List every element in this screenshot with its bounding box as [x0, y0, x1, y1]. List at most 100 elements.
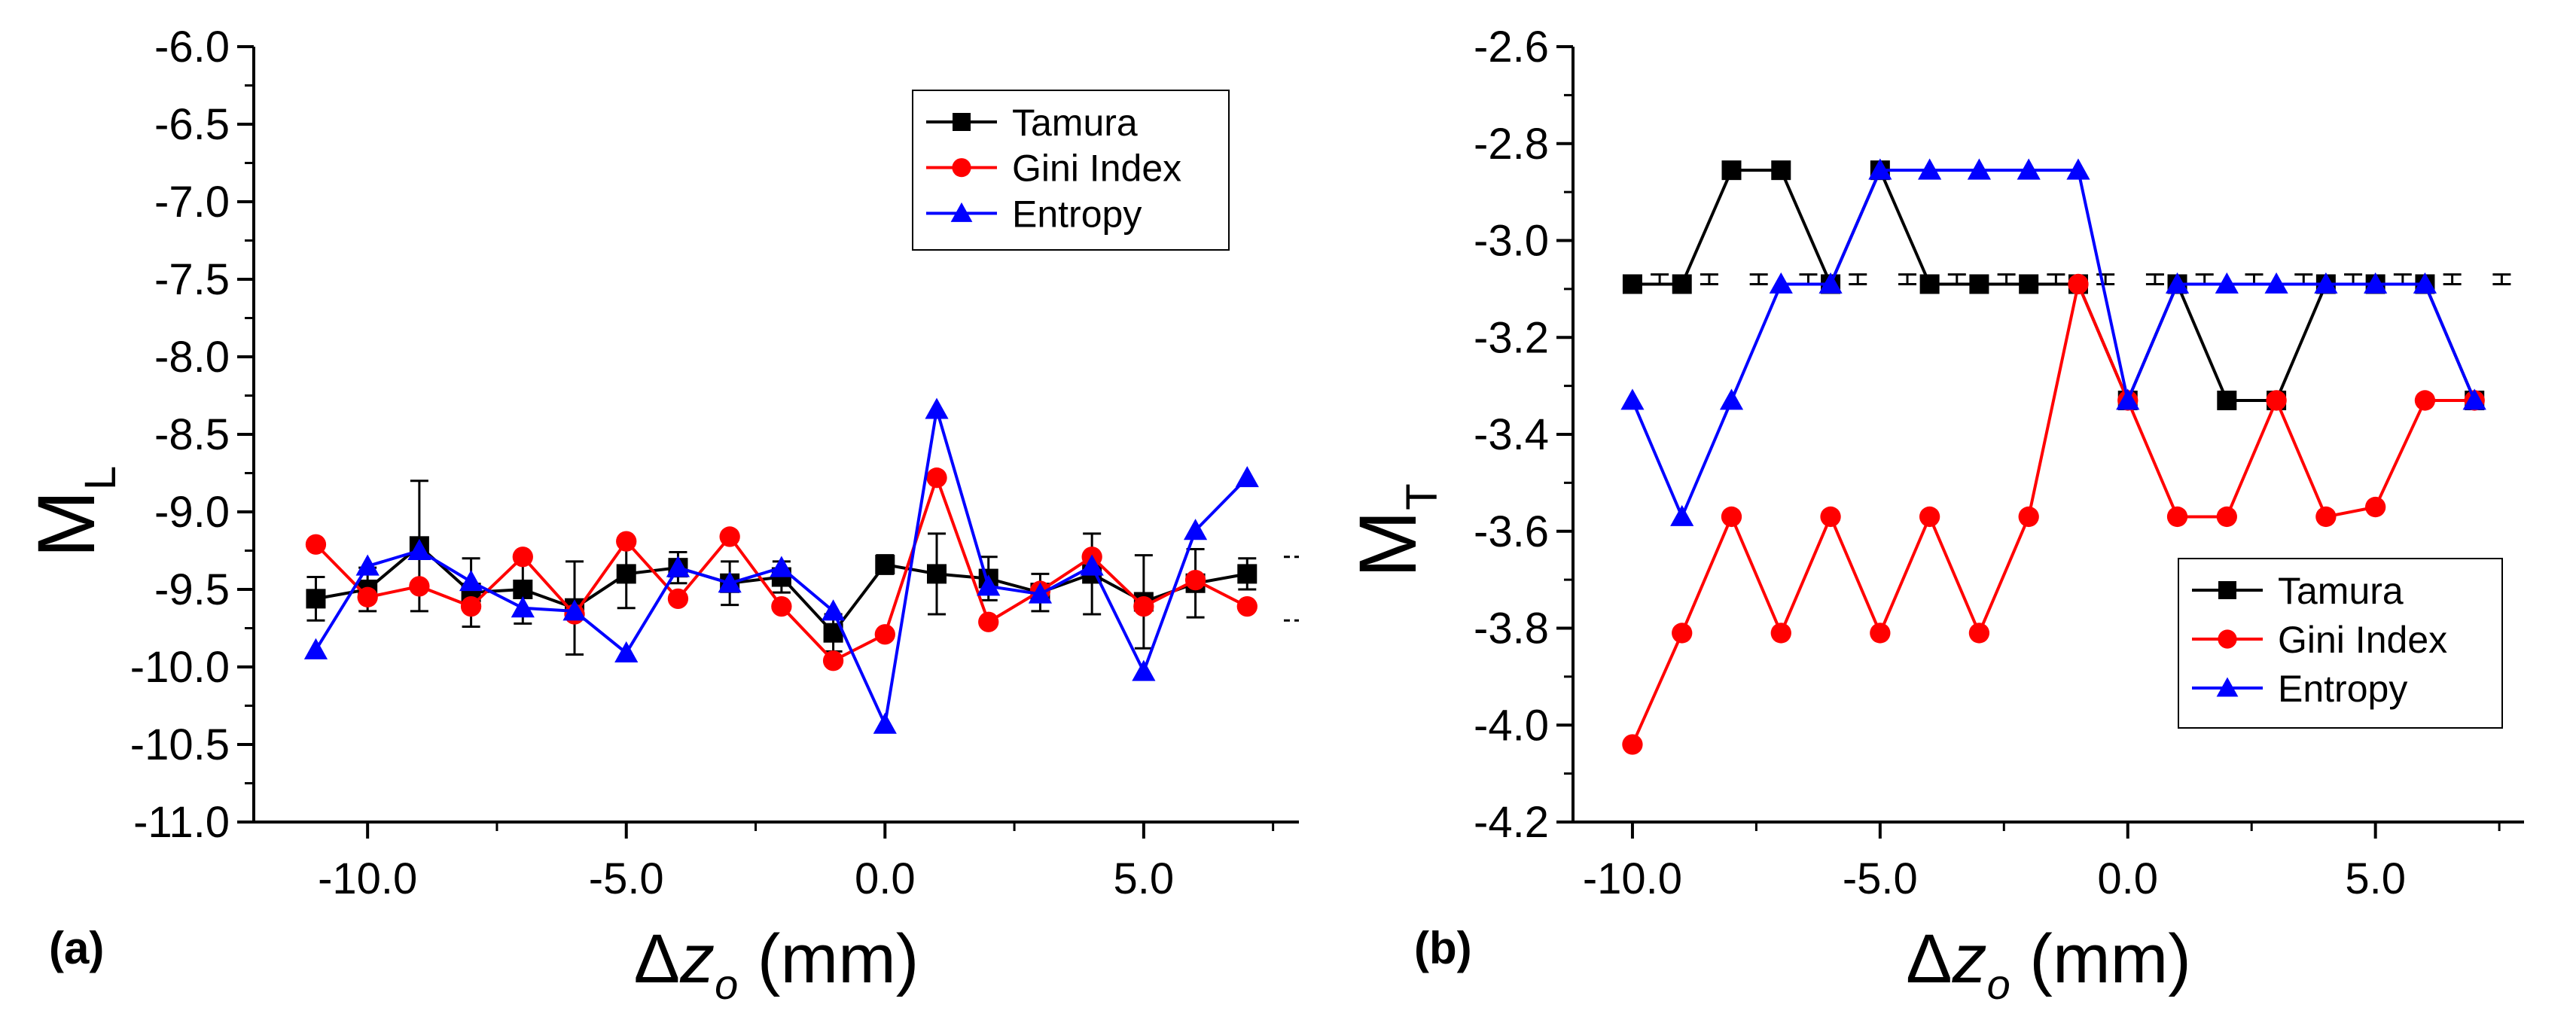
- data-point-entropy: [2116, 388, 2140, 410]
- data-point-gini-index: [357, 586, 378, 607]
- legend-label: Tamura: [2278, 570, 2404, 612]
- data-point-tamura: [927, 564, 947, 584]
- legend-marker: [952, 158, 971, 178]
- data-point-entropy: [562, 599, 587, 621]
- x-tick-label: 0.0: [2097, 854, 2158, 903]
- data-point-tamura: [1672, 274, 1692, 294]
- data-point-gini-index: [305, 534, 327, 555]
- data-point-gini-index: [1133, 596, 1154, 617]
- y-tick-label: -7.5: [154, 255, 230, 304]
- x-axis-label-var: z: [1952, 921, 1987, 997]
- data-point-entropy: [2017, 158, 2041, 180]
- y-tick-label: -3.6: [1474, 507, 1549, 556]
- data-point-entropy: [821, 599, 846, 621]
- y-tick-label: -3.2: [1474, 313, 1549, 362]
- x-tick-label: -5.0: [589, 854, 664, 903]
- data-point-gini-index: [978, 611, 999, 632]
- data-point-tamura: [513, 580, 533, 599]
- y-tick-label: -6.5: [154, 100, 230, 149]
- data-point-gini-index: [1184, 569, 1206, 591]
- data-point-gini-index: [2068, 273, 2089, 295]
- data-point-tamura: [1237, 564, 1258, 584]
- data-point-entropy: [2364, 272, 2388, 294]
- data-point-gini-index: [1968, 623, 1990, 644]
- x-tick-label: 5.0: [1114, 854, 1175, 903]
- data-point-gini-index: [667, 588, 689, 610]
- data-point-gini-index: [2365, 496, 2386, 518]
- chart-panel-a: -6.0 -6.5 -7.0 -7.5 -8.0 -8.5 -9.0 -9.5 -10.0 -10…: [20, 23, 1299, 1008]
- error-bar: [2492, 273, 2511, 285]
- y-tick-label: -8.0: [154, 333, 230, 382]
- data-point-entropy: [1183, 519, 1208, 540]
- data-point-entropy: [1868, 158, 1892, 180]
- data-point-entropy: [303, 638, 328, 659]
- y-axis-label-subscript: L: [76, 466, 125, 490]
- data-point-entropy: [770, 556, 794, 577]
- y-tick-label: -2.8: [1474, 120, 1549, 169]
- data-point-entropy: [2215, 272, 2239, 294]
- data-point-entropy: [2264, 272, 2288, 294]
- y-tick-label: -11.0: [133, 798, 230, 847]
- x-axis-label: Δzo (mm): [1906, 921, 2191, 1008]
- error-bar: [2096, 273, 2115, 285]
- data-point-gini-index: [2166, 506, 2188, 528]
- x-tick-label: 5.0: [2345, 854, 2406, 903]
- error-bar: [2145, 273, 2164, 285]
- data-point-tamura: [306, 589, 326, 609]
- y-tick-label: -8.5: [154, 410, 230, 459]
- data-point-entropy: [2314, 272, 2338, 294]
- y-tick-label: -4.2: [1474, 798, 1549, 847]
- data-point-gini-index: [1870, 623, 1891, 644]
- data-point-entropy: [718, 571, 742, 593]
- y-tick-label: -9.5: [154, 565, 230, 614]
- error-bar: [1849, 273, 1867, 285]
- x-axis-label-delta: Δ: [1906, 921, 1952, 997]
- data-point-gini-index: [1236, 596, 1258, 617]
- data-point-entropy: [511, 596, 535, 618]
- data-point-gini-index: [719, 526, 740, 547]
- error-bar: [2443, 273, 2462, 285]
- data-point-entropy: [1620, 388, 1645, 410]
- legend-marker: [2216, 677, 2239, 697]
- data-point-entropy: [1670, 504, 1694, 526]
- x-tick-label: -10.0: [1583, 854, 1682, 903]
- legend-label: Tamura: [1012, 102, 1138, 144]
- data-point-tamura: [2019, 274, 2039, 294]
- data-point-entropy: [1719, 388, 1744, 410]
- data-point-tamura: [1771, 160, 1791, 181]
- y-tick-label: -7.0: [154, 178, 230, 227]
- data-point-entropy: [2165, 272, 2190, 294]
- data-point-gini-index: [616, 531, 637, 552]
- data-point-tamura: [2217, 390, 2237, 410]
- data-point-tamura: [1919, 274, 1940, 294]
- data-point-tamura: [1721, 160, 1742, 181]
- data-point-gini-index: [1919, 506, 1940, 528]
- legend-label: Entropy: [1012, 193, 1142, 235]
- error-bar: [1898, 273, 1917, 285]
- data-point-gini-index: [822, 650, 844, 671]
- data-point-entropy: [2413, 272, 2437, 294]
- data-point-tamura: [616, 564, 636, 584]
- data-point-tamura: [875, 555, 895, 575]
- y-tick-label: -6.0: [154, 23, 230, 72]
- data-point-entropy: [407, 538, 431, 560]
- legend-label: Gini Index: [1012, 148, 1181, 190]
- x-axis-label-unit: (mm): [2010, 921, 2191, 997]
- error-bar: [1700, 273, 1718, 285]
- x-axis-label-var: z: [679, 921, 715, 997]
- x-tick-label: -10.0: [318, 854, 417, 903]
- data-point-tamura: [1969, 274, 1989, 294]
- y-tick-label: -9.0: [154, 488, 230, 537]
- data-point-gini-index: [2315, 506, 2337, 528]
- y-axis-label-subscript: T: [1398, 483, 1447, 510]
- data-point-gini-index: [1622, 734, 1643, 755]
- data-point-entropy: [1132, 659, 1156, 681]
- data-point-gini-index: [1721, 506, 1742, 528]
- x-tick-label: -5.0: [1843, 854, 1918, 903]
- data-point-gini-index: [409, 576, 430, 597]
- data-point-gini-index: [512, 547, 533, 568]
- data-point-gini-index: [2414, 390, 2436, 411]
- data-point-entropy: [2066, 158, 2090, 180]
